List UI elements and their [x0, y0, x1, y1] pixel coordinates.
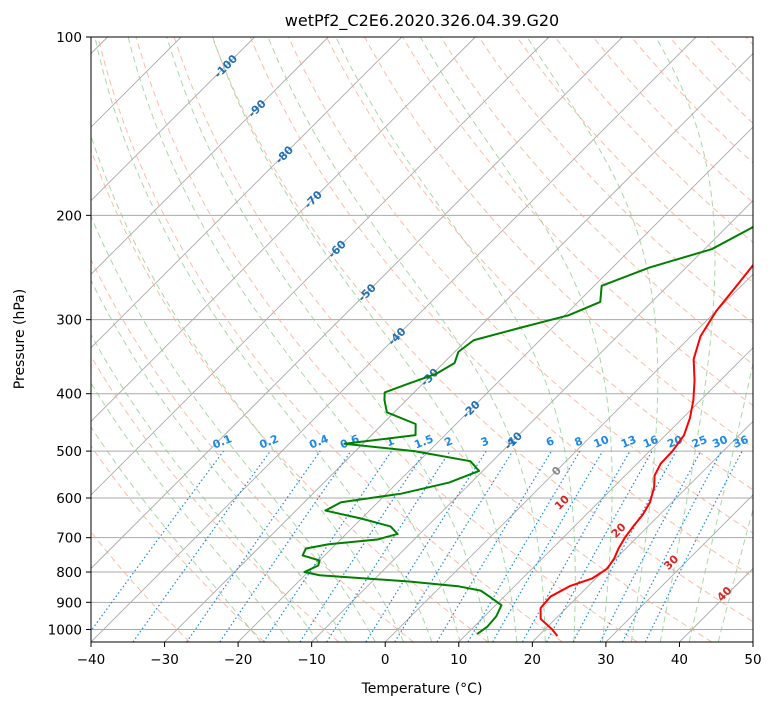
dry-adiabat-line [364, 37, 753, 449]
dry-adiabat-line [91, 258, 414, 642]
mixing-ratio-line [132, 450, 271, 642]
mixing-ratio-line [572, 450, 677, 642]
dry-adiabat-line [91, 445, 265, 642]
y-tick-label: 1000 [48, 622, 82, 638]
mixing-ratio-label: 1 [384, 434, 396, 449]
moist-adiabat-line [91, 215, 376, 642]
profile-lines [301, 225, 753, 637]
mixing-ratio-label: 16 [641, 433, 660, 451]
mixing-ratio-line [436, 450, 553, 642]
dry-adiabat-line [211, 37, 753, 623]
mixing-ratio-line [394, 450, 514, 642]
moist-adiabat-line [91, 426, 262, 642]
moist-adiabat-line [94, 37, 433, 642]
moist-adiabat-line [688, 360, 753, 642]
x-tick-label: 50 [744, 652, 761, 668]
y-tick-label: 700 [56, 531, 82, 547]
mixing-ratio-label: 25 [690, 433, 709, 451]
isotherm-line [91, 37, 697, 642]
y-tick-label: 400 [56, 387, 82, 403]
isotherm-line [91, 37, 403, 349]
isotherm-line [91, 37, 255, 202]
dry-adiabat-line [402, 37, 753, 407]
dry-adiabat-line [592, 37, 753, 204]
moist-adiabat-line [419, 37, 613, 642]
plot-frame [90, 36, 754, 643]
mixing-ratio-line [91, 450, 225, 632]
x-tick-label: −20 [224, 652, 253, 668]
mixing-ratio-label: 10 [592, 433, 611, 451]
isotherm-line [91, 37, 623, 570]
moist-adiabat-line [335, 37, 576, 642]
x-tick-label: −40 [77, 652, 106, 668]
moist-adiabat-line [655, 37, 716, 642]
moist-adiabat-line [91, 134, 405, 642]
dry-adiabat-line [249, 37, 753, 578]
moist-adiabat-line [166, 37, 489, 642]
y-tick-label: 100 [56, 30, 82, 46]
dry-adiabat-line [173, 37, 713, 642]
axes: −40 −30 −20 −10 0 10 20 30 40 50 1000 900 800 700 600 5… [48, 30, 762, 668]
mixing-ratio-line [467, 450, 581, 642]
x-tick-label: 0 [381, 652, 390, 668]
x-axis-label: Temperature (°C) [361, 681, 483, 697]
isotherm-line [458, 347, 753, 642]
x-tick-label: 30 [597, 652, 614, 668]
x-tick-label: 10 [450, 652, 467, 668]
mixing-ratio-label: 3 [479, 434, 491, 449]
x-tick-label: −10 [297, 652, 326, 668]
dry-adiabat-line [135, 37, 638, 642]
background-lines [91, 37, 753, 642]
isotherm-line [164, 52, 753, 642]
y-tick-label: 300 [56, 313, 82, 329]
y-tick-label: 500 [56, 444, 82, 460]
mixing-ratio-label: 8 [573, 434, 585, 449]
moist-adiabat-line [91, 382, 291, 642]
moist-adiabat-line [717, 507, 753, 642]
y-axis-label: Pressure (hPa) [12, 289, 28, 389]
isotherm-line [91, 37, 476, 422]
dry-adiabat-line [630, 37, 753, 164]
y-tick-label: 800 [56, 565, 82, 581]
isotherm-line [384, 273, 753, 642]
y-tick-label: 900 [56, 595, 82, 611]
x-tick-label: −30 [150, 652, 179, 668]
mixing-ratio-line [326, 450, 451, 642]
temperature-profile [539, 263, 753, 637]
dry-adiabat-line [326, 37, 753, 491]
mixing-ratio-line [219, 450, 352, 642]
y-tick-label: 200 [56, 208, 82, 224]
mixing-ratio-label: 13 [619, 433, 638, 451]
mixing-ratio-line [365, 450, 487, 642]
moist-adiabat-line [127, 37, 461, 642]
isotherm-line [91, 37, 329, 275]
isotherm-line [532, 420, 753, 642]
mixing-ratio-line [546, 450, 653, 642]
mixing-ratio-label: 2 [443, 434, 455, 449]
mixing-ratio-label: 20 [665, 433, 684, 451]
moist-adiabat-line [526, 37, 659, 642]
chart-title: wetPf2_C2E6.2020.326.04.39.G20 [285, 11, 559, 31]
dry-adiabat-line [478, 37, 753, 324]
isotherm-line [237, 126, 753, 642]
y-tick-label: 600 [56, 491, 82, 507]
x-tick-label: 20 [524, 652, 541, 668]
x-tick-label: 40 [671, 652, 688, 668]
dry-adiabat-line [97, 37, 563, 642]
mixing-ratio-line [186, 450, 321, 642]
mixing-ratio-line [492, 450, 604, 642]
mixing-ratio-label: 30 [711, 433, 730, 451]
isotherm-line [605, 494, 753, 642]
dry-adiabat-line [287, 37, 753, 534]
moist-adiabat-line [267, 37, 546, 642]
dewpoint-profile [301, 225, 753, 635]
mixing-ratio-label: 36 [731, 433, 750, 451]
background-labels: 0.1 0.2 0.4 0.6 1 1.5 2 3 4 6 8 10 13 16 20 25 30 36-100-… [211, 52, 751, 604]
moist-adiabat-line [212, 37, 518, 642]
isotherm-line [91, 37, 550, 496]
